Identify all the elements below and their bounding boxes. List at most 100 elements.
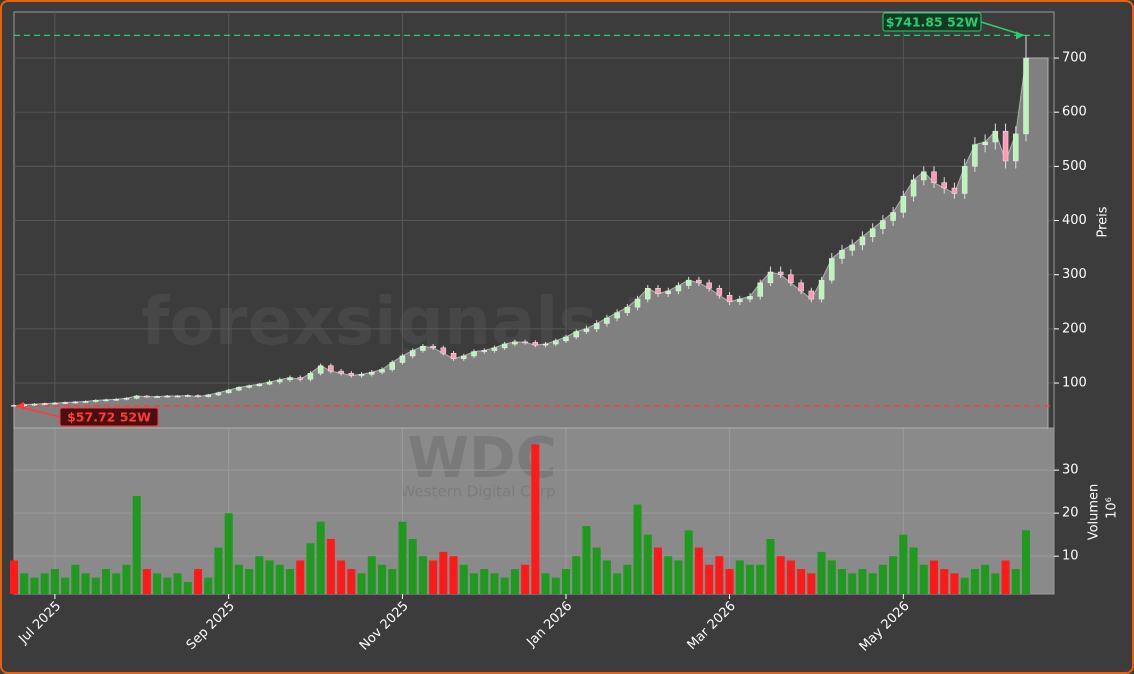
candle-body	[369, 371, 375, 375]
volume-bar	[163, 577, 172, 594]
candle-body	[379, 369, 385, 373]
volume-bar	[786, 560, 795, 594]
volume-bar	[173, 573, 182, 594]
candle-body	[532, 342, 539, 346]
volume-bar	[602, 560, 611, 594]
annotation: $57.72 52W	[15, 401, 159, 427]
volume-bar	[970, 569, 979, 594]
candle-body	[961, 166, 968, 194]
volume-axis-label: Volumen	[1087, 484, 1102, 541]
candle-body	[788, 274, 794, 284]
candle-body	[777, 271, 784, 275]
candle-body	[890, 212, 896, 221]
y-axis-label: Preis	[1096, 206, 1111, 237]
annotation: $741.85 52W	[882, 12, 1025, 40]
candle-body	[420, 345, 426, 351]
volume-bar	[20, 573, 29, 594]
candle-body	[583, 328, 590, 332]
candle-body	[287, 377, 293, 381]
volume-bar	[153, 573, 162, 594]
volume-bar	[30, 577, 39, 594]
volume-bar	[286, 569, 294, 594]
candle-body	[992, 130, 999, 143]
candle-body	[389, 362, 395, 370]
volume-bar	[480, 569, 489, 594]
candle-body	[655, 288, 661, 294]
annotation-box	[59, 407, 159, 427]
x-tick-label: Jan 2026	[523, 599, 575, 651]
candle-body	[11, 405, 17, 407]
candle-body	[941, 182, 947, 189]
candle-body	[491, 347, 498, 351]
volume-bar	[1022, 530, 1030, 594]
candle-body	[716, 288, 723, 296]
candle-body	[829, 258, 835, 281]
volume-bar	[878, 564, 887, 594]
volume-tick-label: 10	[1062, 549, 1079, 564]
volume-bar	[357, 573, 366, 594]
volume-bar	[265, 560, 274, 594]
volume-bar	[633, 504, 642, 594]
volume-bar	[950, 573, 959, 594]
volume-bar	[418, 556, 427, 594]
candle-body	[103, 399, 109, 402]
candle-body	[880, 220, 886, 229]
volume-bar	[643, 534, 652, 594]
company-watermark: Western Digital Corp	[400, 483, 555, 501]
volume-bar	[61, 577, 70, 594]
candle-body	[93, 400, 99, 402]
candle-body	[154, 396, 160, 398]
volume-bar	[592, 547, 601, 594]
y-tick-label: 400	[1062, 213, 1087, 228]
volume-bar	[316, 521, 325, 594]
candle-body	[542, 343, 549, 346]
volume-bar	[388, 569, 397, 594]
volume-bar	[807, 573, 816, 594]
candle-body	[195, 395, 201, 397]
volume-bar	[654, 547, 662, 594]
candle-body	[113, 399, 119, 401]
candle-body	[972, 144, 978, 167]
candle-body	[685, 279, 692, 286]
volume-bar	[541, 573, 550, 594]
candle-body	[215, 392, 222, 396]
candle-body	[174, 395, 181, 398]
volume-bar	[398, 521, 407, 594]
volume-bar	[705, 564, 714, 594]
volume-bar	[735, 560, 744, 594]
candle-body	[706, 282, 712, 289]
volume-unit: 10⁶	[1105, 497, 1120, 519]
candle-body	[563, 336, 569, 342]
x-tick-label: May 2026	[857, 599, 913, 655]
candle-body	[696, 279, 702, 284]
volume-bar	[858, 569, 867, 594]
candle-body	[440, 347, 447, 354]
volume-bar	[214, 547, 223, 594]
candle-body	[747, 296, 753, 300]
candle-body	[409, 350, 416, 357]
candle-body	[266, 381, 273, 385]
candle-body	[645, 288, 651, 300]
volume-bar	[510, 569, 519, 594]
candle-body	[869, 228, 876, 238]
candle-body	[236, 387, 242, 391]
candle-body	[921, 171, 927, 181]
volume-bar	[255, 556, 264, 594]
annotation-label: $741.85 52W	[886, 15, 979, 30]
volume-bar	[889, 556, 898, 594]
candle-body	[512, 341, 518, 345]
candle-body	[185, 395, 191, 397]
volume-bar	[551, 577, 560, 594]
candle-body	[62, 402, 68, 404]
volume-bar	[725, 569, 734, 594]
volume-bar	[991, 573, 1000, 594]
candle-body	[573, 331, 579, 338]
volume-bar	[275, 564, 284, 594]
volume-bar	[449, 556, 458, 594]
volume-bar	[132, 495, 141, 594]
volume-bar	[408, 538, 417, 594]
volume-bar	[40, 573, 49, 594]
volume-bar	[183, 581, 192, 594]
volume-bar	[204, 577, 213, 594]
